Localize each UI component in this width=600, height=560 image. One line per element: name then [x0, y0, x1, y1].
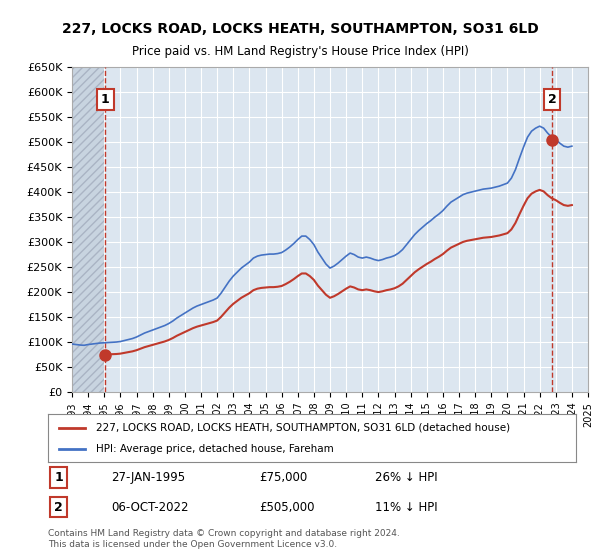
Text: 227, LOCKS ROAD, LOCKS HEATH, SOUTHAMPTON, SO31 6LD: 227, LOCKS ROAD, LOCKS HEATH, SOUTHAMPTO…: [62, 22, 538, 36]
Text: 26% ↓ HPI: 26% ↓ HPI: [376, 471, 438, 484]
Text: 227, LOCKS ROAD, LOCKS HEATH, SOUTHAMPTON, SO31 6LD (detached house): 227, LOCKS ROAD, LOCKS HEATH, SOUTHAMPTO…: [95, 423, 509, 433]
Text: 2: 2: [54, 501, 63, 514]
Text: 1: 1: [101, 93, 110, 106]
Text: Contains HM Land Registry data © Crown copyright and database right 2024.
This d: Contains HM Land Registry data © Crown c…: [48, 529, 400, 549]
Text: HPI: Average price, detached house, Fareham: HPI: Average price, detached house, Fare…: [95, 444, 333, 454]
Text: £505,000: £505,000: [259, 501, 315, 514]
Text: Price paid vs. HM Land Registry's House Price Index (HPI): Price paid vs. HM Land Registry's House …: [131, 45, 469, 58]
Text: 06-OCT-2022: 06-OCT-2022: [112, 501, 189, 514]
Text: 11% ↓ HPI: 11% ↓ HPI: [376, 501, 438, 514]
Text: £75,000: £75,000: [259, 471, 307, 484]
Text: 27-JAN-1995: 27-JAN-1995: [112, 471, 185, 484]
Text: 2: 2: [548, 93, 556, 106]
Text: 1: 1: [54, 471, 63, 484]
